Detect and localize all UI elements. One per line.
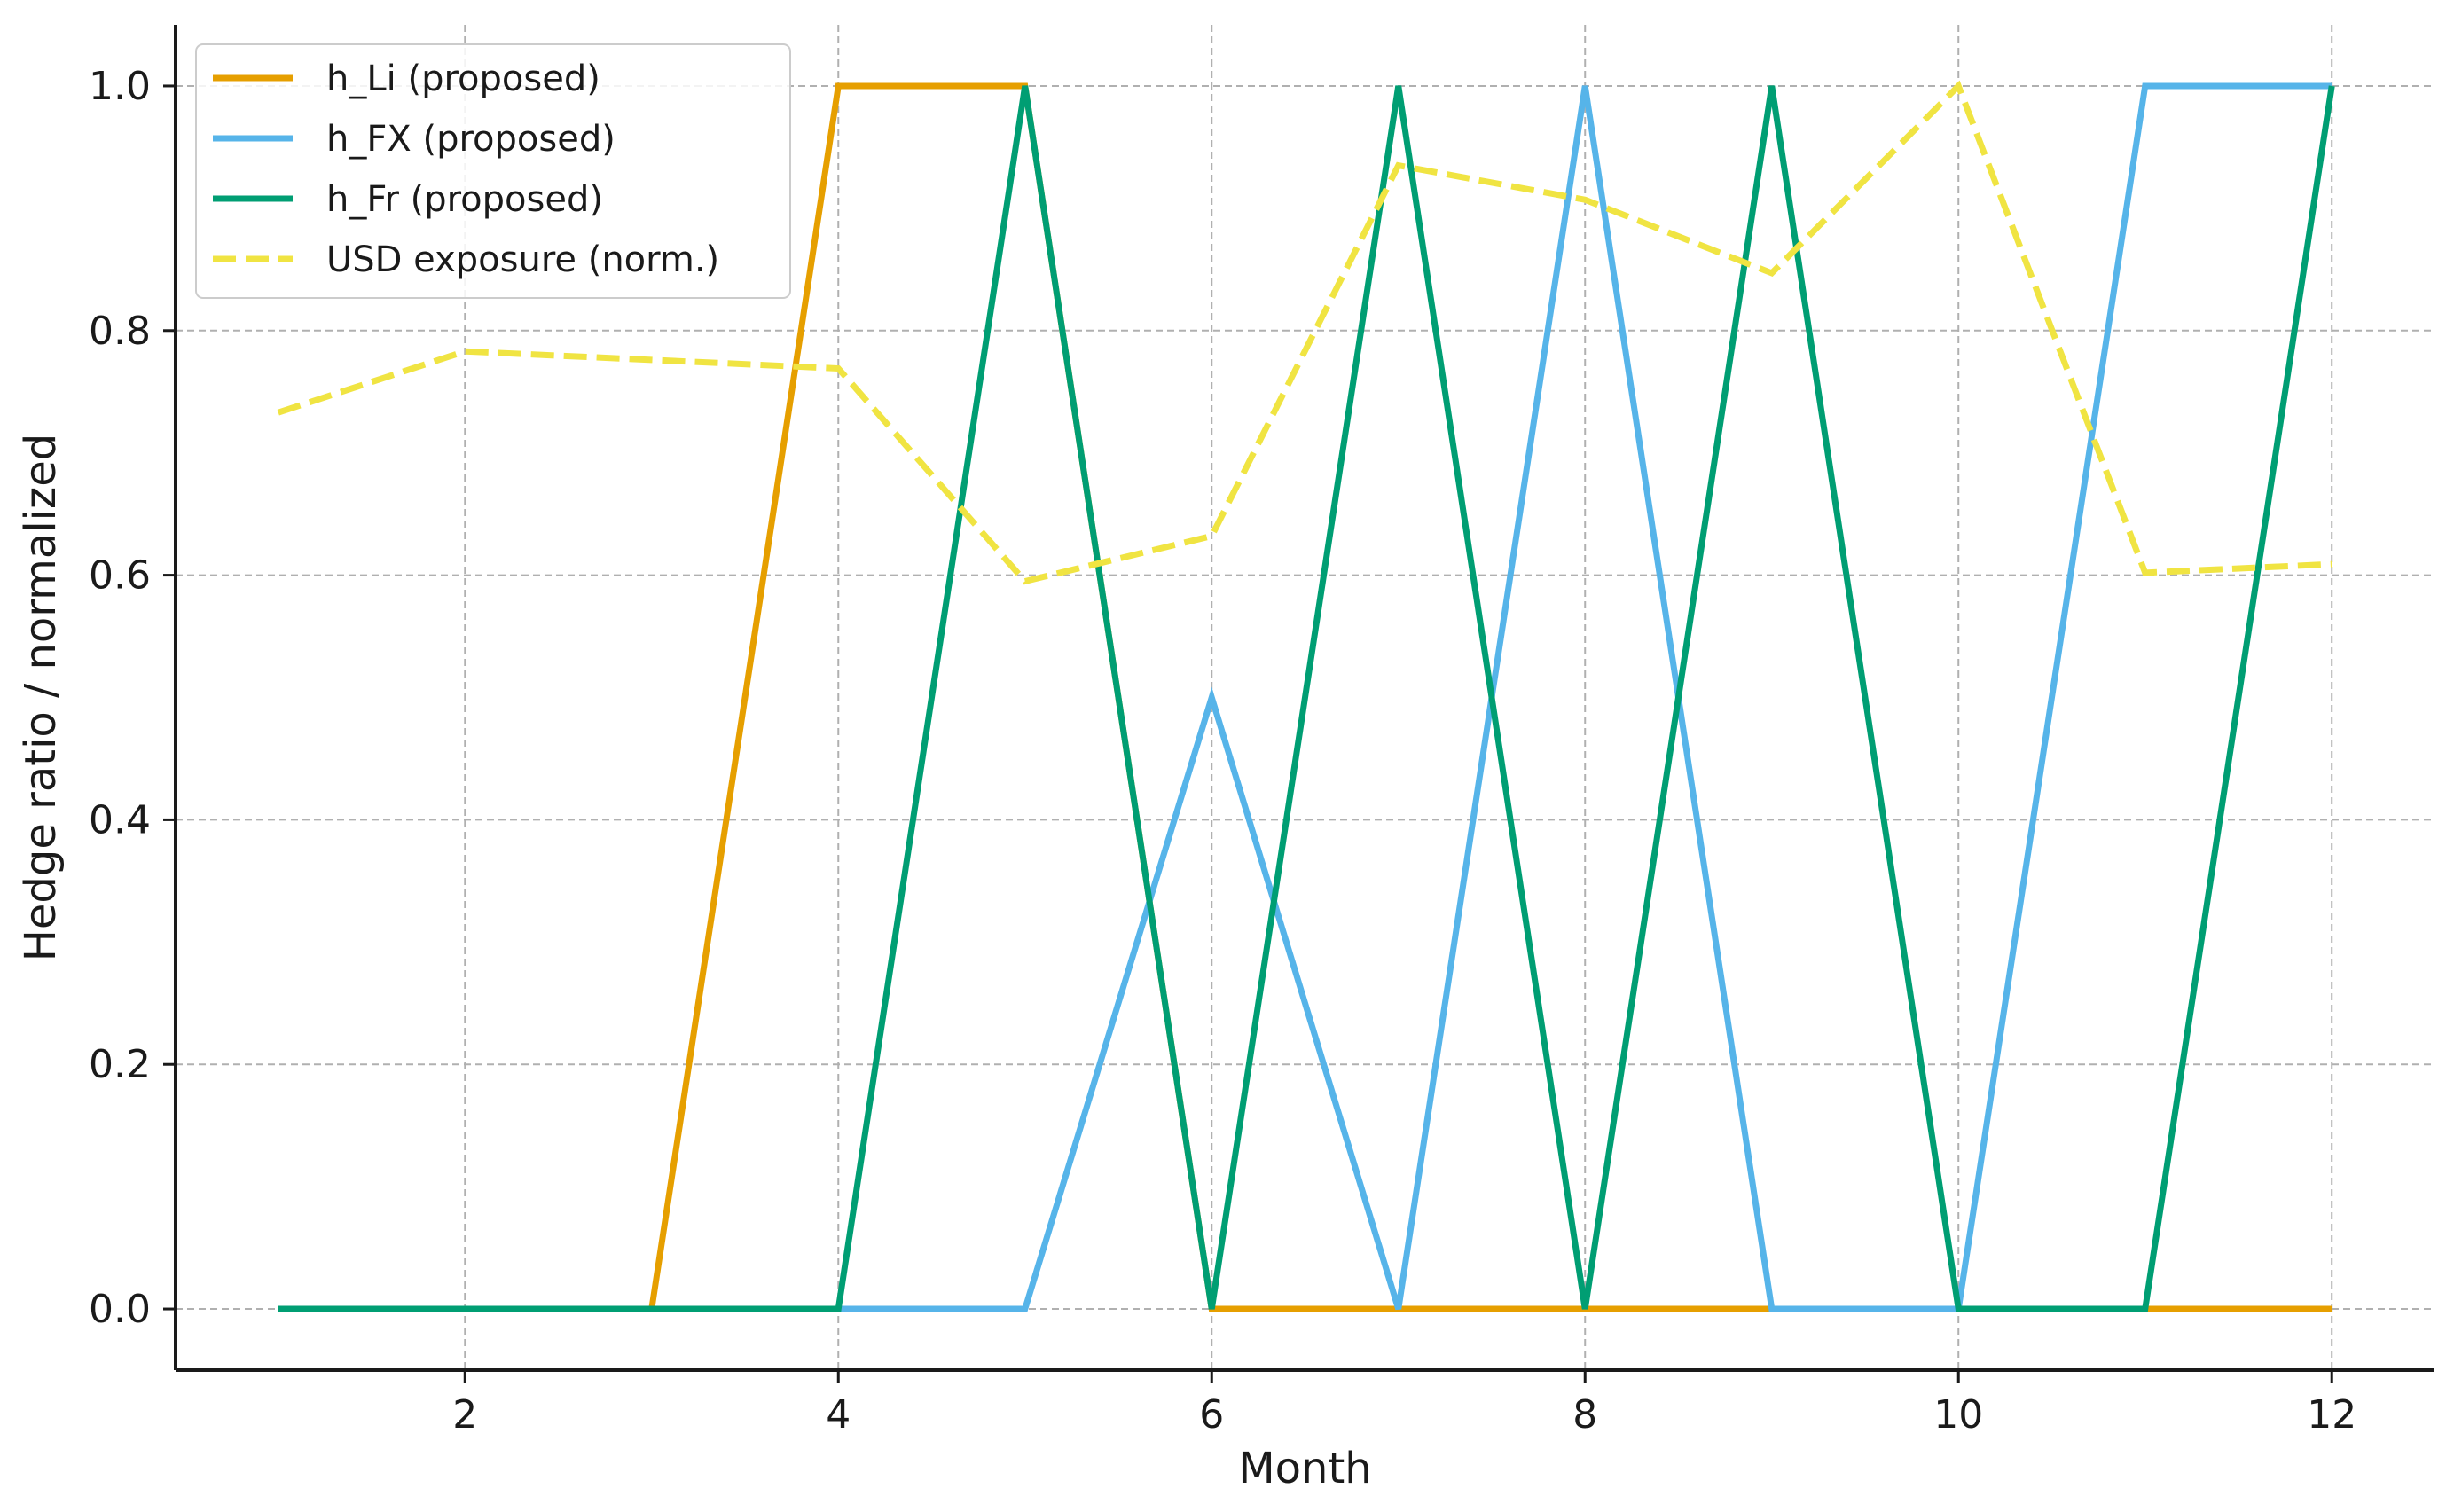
series-line-usd-exposure-norm <box>277 80 2332 585</box>
legend-label: h_FX (proposed) <box>326 119 615 160</box>
legend-label: h_Li (proposed) <box>326 59 600 99</box>
axes <box>174 25 2434 1372</box>
x-tick-label: 12 <box>2307 1392 2356 1438</box>
y-tick-label: 0.4 <box>89 797 151 842</box>
x-tick-label: 8 <box>1572 1392 1597 1438</box>
y-tick-label: 0.0 <box>89 1287 151 1332</box>
legend-label: h_Fr (proposed) <box>326 179 603 220</box>
series-line-h-fr-proposed <box>278 85 2335 1312</box>
y-axis-label: Hedge ratio / normalized <box>16 434 66 961</box>
series-lines <box>277 80 2335 1312</box>
y-tick-label: 1.0 <box>89 64 151 109</box>
y-tick-label: 0.8 <box>89 309 151 354</box>
legend-frame <box>195 43 791 299</box>
y-tick-label: 0.6 <box>89 553 151 599</box>
x-tick-label: 2 <box>452 1392 477 1438</box>
x-axis-label: Month <box>1238 1444 1371 1493</box>
legend: h_Li (proposed) h_FX (proposed) h_Fr (prop… <box>195 43 791 299</box>
x-tick-label: 10 <box>1933 1392 1983 1438</box>
x-tick-label: 4 <box>826 1392 851 1438</box>
x-tick-label: 6 <box>1199 1392 1224 1438</box>
legend-label: USD exposure (norm.) <box>326 239 719 280</box>
y-tick-label: 0.2 <box>89 1042 151 1087</box>
tick-marks: 2 4 6 8 10 12 0.0 0.2 0.4 0.6 0.8 1.0 <box>89 64 2356 1438</box>
